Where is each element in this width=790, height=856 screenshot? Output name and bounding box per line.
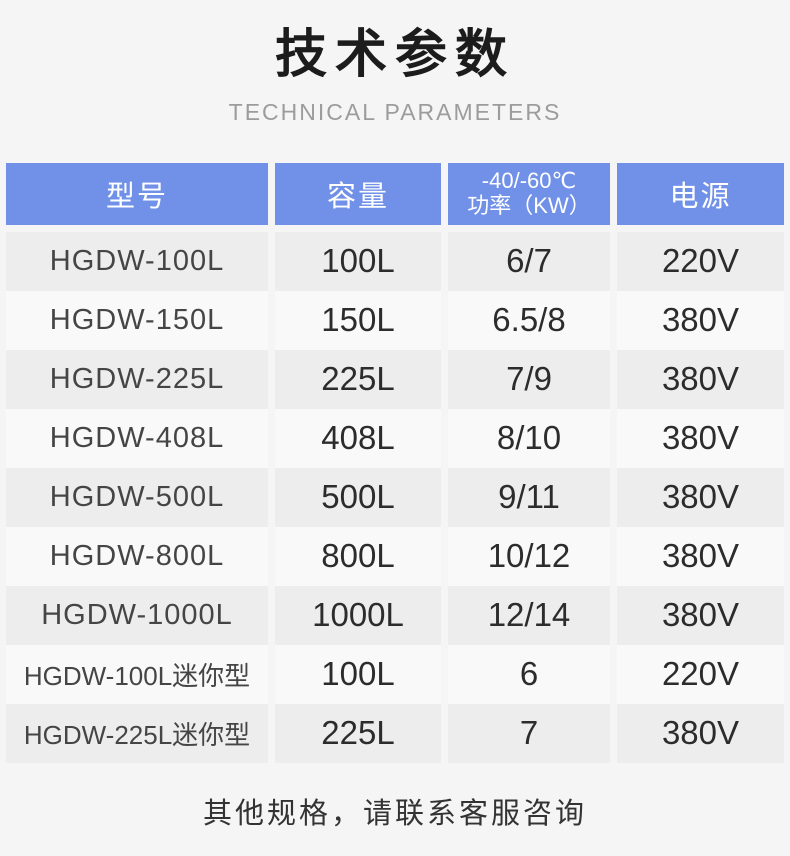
- cell-model: HGDW-225L: [6, 349, 268, 409]
- table-row: HGDW-225L迷你型 225L 7 380V: [6, 703, 784, 763]
- cell-model: HGDW-1000L: [6, 585, 268, 645]
- cell-model: HGDW-150L: [6, 290, 268, 350]
- cell-capacity: 225L: [275, 349, 441, 409]
- cell-model: HGDW-100L: [6, 231, 268, 291]
- cell-power: 7/9: [448, 349, 610, 409]
- header-model: 型号: [6, 162, 268, 225]
- header-power-supply: 电源: [617, 162, 784, 225]
- cell-model: HGDW-500L: [6, 467, 268, 527]
- cell-capacity: 408L: [275, 408, 441, 468]
- cell-supply: 220V: [617, 231, 784, 291]
- table-row: HGDW-100L 100L 6/7 220V: [6, 231, 784, 291]
- table-row: HGDW-500L 500L 9/11 380V: [6, 467, 784, 527]
- cell-supply: 380V: [617, 349, 784, 409]
- cell-capacity: 100L: [275, 644, 441, 704]
- cell-model: HGDW-800L: [6, 526, 268, 586]
- footer-note: 其他规格，请联系客服咨询: [202, 797, 587, 830]
- header-power-line1: -40/-60℃: [481, 168, 577, 194]
- table-row: HGDW-1000L 1000L 12/14 380V: [6, 585, 784, 645]
- cell-model: HGDW-408L: [6, 408, 268, 468]
- page-title: 技术参数: [274, 26, 515, 84]
- cell-capacity: 1000L: [275, 585, 441, 645]
- cell-capacity: 150L: [275, 290, 441, 350]
- cell-capacity: 225L: [275, 703, 441, 763]
- cell-supply: 220V: [617, 644, 784, 704]
- cell-model: HGDW-100L迷你型: [6, 644, 268, 704]
- header-power: -40/-60℃ 功率（KW）: [448, 162, 610, 225]
- table-row: HGDW-408L 408L 8/10 380V: [6, 408, 784, 468]
- cell-power: 6: [448, 644, 610, 704]
- cell-supply: 380V: [617, 408, 784, 468]
- table-row: HGDW-100L迷你型 100L 6 220V: [6, 644, 784, 704]
- cell-supply: 380V: [617, 703, 784, 763]
- cell-power: 9/11: [448, 467, 610, 527]
- table-row: HGDW-150L 150L 6.5/8 380V: [6, 290, 784, 350]
- header-capacity: 容量: [275, 162, 441, 225]
- cell-capacity: 100L: [275, 231, 441, 291]
- table-header-row: 型号 容量 -40/-60℃ 功率（KW） 电源: [6, 162, 784, 225]
- spec-table: 型号 容量 -40/-60℃ 功率（KW） 电源 HGDW-100L 100L …: [6, 162, 784, 763]
- cell-power: 7: [448, 703, 610, 763]
- cell-capacity: 500L: [275, 467, 441, 527]
- cell-power: 10/12: [448, 526, 610, 586]
- cell-power: 12/14: [448, 585, 610, 645]
- cell-capacity: 800L: [275, 526, 441, 586]
- cell-power: 8/10: [448, 408, 610, 468]
- cell-supply: 380V: [617, 585, 784, 645]
- table-row: HGDW-800L 800L 10/12 380V: [6, 526, 784, 586]
- header-power-line2: 功率（KW）: [467, 192, 591, 218]
- page-subtitle: TECHNICAL PARAMETERS: [228, 98, 562, 125]
- cell-supply: 380V: [617, 526, 784, 586]
- cell-supply: 380V: [617, 467, 784, 527]
- cell-power: 6/7: [448, 231, 610, 291]
- table-row: HGDW-225L 225L 7/9 380V: [6, 349, 784, 409]
- cell-model: HGDW-225L迷你型: [6, 703, 268, 763]
- table-body: HGDW-100L 100L 6/7 220V HGDW-150L 150L 6…: [6, 231, 784, 763]
- cell-power: 6.5/8: [448, 290, 610, 350]
- cell-supply: 380V: [617, 290, 784, 350]
